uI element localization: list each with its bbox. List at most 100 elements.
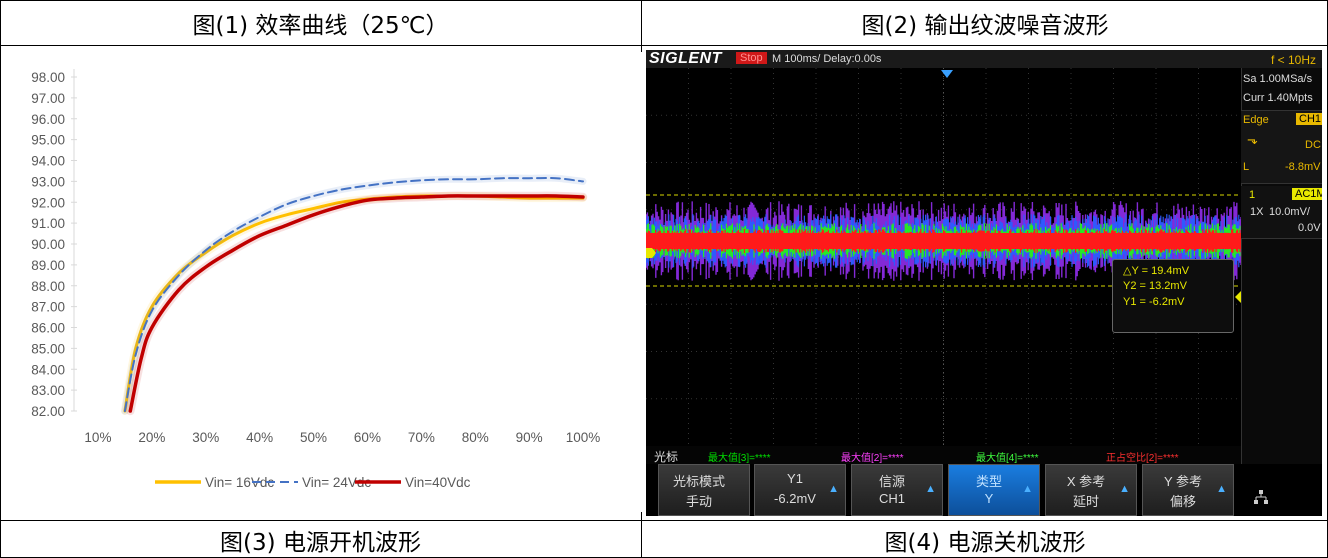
y-tick-label: 98.00 [31, 70, 65, 85]
efficiency-chart: 82.00 83.00 84.00 85.00 86.00 87.00 88.00 89.00… [10, 52, 645, 512]
legend-label: Vin= 24Vdc [302, 475, 371, 490]
y2-readout: Y2 = 13.2mV [1123, 280, 1187, 292]
brand-logo: SIGLENT [649, 50, 722, 67]
y-tick-label: 95.00 [31, 133, 65, 148]
softkey-source[interactable]: 信源 CH1 ▲ [851, 464, 943, 516]
oscilloscope-screen: SIGLENT Stop M 100ms/ Delay:0.00s f < 10… [646, 50, 1322, 516]
softkey-y1-arrow-icon: ▲ [828, 483, 839, 495]
trigger-position-marker[interactable] [941, 70, 953, 78]
series-line-shadow [121, 174, 587, 415]
channel-scale: 10.0mV/ [1269, 206, 1310, 218]
series-line-shadow [126, 191, 588, 416]
x-tick-label: 30% [192, 430, 219, 445]
x-tick-label: 90% [516, 430, 543, 445]
y-tick-label: 91.00 [31, 216, 65, 231]
softkey-y-reference-arrow-icon: ▲ [1216, 483, 1227, 495]
run-state-badge[interactable]: Stop [736, 52, 767, 64]
waveform-display[interactable] [646, 68, 1241, 446]
delta-y-readout: △Y = 19.4mV [1123, 265, 1190, 277]
fig4-title: 图(4) 电源关机波形 [884, 529, 1086, 556]
y-tick-label: 90.00 [31, 237, 65, 252]
softkey-x-reference-arrow-icon: ▲ [1119, 483, 1130, 495]
series-line [123, 194, 585, 413]
softkey-y-reference-label: Y 参考 [1163, 474, 1203, 489]
y-tick-label: 88.00 [31, 279, 65, 294]
network-icon [1254, 490, 1268, 504]
channel-probe: 1X [1250, 206, 1264, 218]
channel-coupling: AC1M [1292, 188, 1322, 200]
legend-label: Vin=40Vdc [405, 475, 471, 490]
softkey-y-reference-value: 偏移 [1169, 494, 1196, 509]
measure-status-strip [646, 446, 1241, 464]
softkey-x-reference-value: 延时 [1072, 494, 1099, 509]
softkey-x-reference-label: X 参考 [1066, 474, 1106, 489]
status-item-1: 最大值[3]=**** [708, 453, 771, 464]
status-label: 光标 [654, 450, 679, 464]
legend-label: Vin= 16Vdc [205, 475, 274, 490]
cursor-measure-box: △Y = 19.4mV Y2 = 13.2mV Y1 = -6.2mV [1112, 259, 1234, 333]
x-tick-label: 20% [138, 430, 165, 445]
x-tick-label: 40% [246, 430, 273, 445]
softkey-cursor-mode[interactable]: 光标模式 手动 [658, 464, 750, 516]
y-tick-label: 83.00 [31, 383, 65, 398]
sample-rate: Sa 1.00MSa/s [1243, 73, 1313, 85]
softkey-source-label: 信源 [878, 474, 905, 489]
series-line-shadow [120, 191, 587, 415]
trigger-freq: f < 10Hz [1270, 53, 1316, 67]
y-tick-label: 87.00 [31, 300, 65, 315]
softkey-type-arrow-icon: ▲ [1022, 483, 1033, 495]
x-tick-label: 60% [354, 430, 381, 445]
channel-number: 1 [1249, 189, 1256, 201]
fig1-title: 图(1) 效率曲线（25℃） [192, 12, 449, 39]
y-tick-label: 85.00 [31, 341, 65, 356]
trigger-type: Edge [1243, 114, 1269, 126]
x-tick-label: 100% [566, 430, 601, 445]
softkey-type-value: Y [984, 491, 994, 506]
softkey-y1[interactable]: Y1 -6.2mV ▲ [754, 464, 846, 516]
softkey-source-value: CH1 [878, 491, 905, 506]
timebase-readout[interactable]: M 100ms/ Delay:0.00s [772, 53, 882, 65]
softkey-source-arrow-icon: ▲ [925, 483, 936, 495]
softkey-y1-label: Y1 [787, 471, 803, 486]
y-tick-label: 93.00 [31, 174, 65, 189]
fig2-title: 图(2) 输出纹波噪音波形 [861, 12, 1109, 39]
softkey-y-reference[interactable]: Y 参考 偏移 ▲ [1142, 464, 1234, 516]
y-tick-label: 89.00 [31, 258, 65, 273]
trigger-coupling: DC [1305, 139, 1321, 151]
channel-offset: 0.0V [1298, 222, 1321, 234]
falling-edge-icon: ⬎ [1247, 132, 1258, 147]
y-tick-label: 84.00 [31, 362, 65, 377]
status-item-4: 正占空比[2]=**** [1106, 453, 1179, 464]
y-tick-label: 94.00 [31, 154, 65, 169]
efficiency-chart-svg: 82.00 83.00 84.00 85.00 86.00 87.00 88.00 89.00… [31, 69, 601, 490]
network-icon-svg [1254, 490, 1268, 504]
noise-core [646, 233, 1241, 249]
softkey-type[interactable]: 类型 Y ▲ [948, 464, 1040, 516]
softkey-cursor-mode-label: 光标模式 [672, 474, 725, 489]
y-tick-label: 97.00 [31, 91, 65, 106]
fig3-title: 图(3) 电源开机波形 [220, 529, 421, 556]
y-tick-label: 92.00 [31, 195, 65, 210]
trigger-level-label: L [1243, 161, 1250, 173]
y-tick-label: 82.00 [31, 404, 65, 419]
curr-points: Curr 1.40Mpts [1243, 92, 1313, 104]
trigger-source: CH1 [1296, 113, 1322, 125]
softkey-y1-value: -6.2mV [774, 491, 816, 506]
softkey-cursor-mode-value: 手动 [685, 494, 712, 509]
cursor-level-marker[interactable] [1235, 291, 1241, 303]
x-tick-label: 10% [84, 430, 111, 445]
status-item-3: 最大值[4]=**** [976, 453, 1039, 464]
status-item-2: 最大值[2]=**** [841, 453, 904, 464]
series-line [123, 176, 584, 412]
softkey-type-label: 类型 [975, 474, 1002, 489]
y1-readout: Y1 = -6.2mV [1123, 296, 1185, 308]
trigger-level: -8.8mV [1285, 161, 1321, 173]
osc-top-bar [646, 50, 1322, 68]
x-tick-label: 80% [462, 430, 489, 445]
softkey-x-reference[interactable]: X 参考 延时 ▲ [1045, 464, 1137, 516]
y-tick-label: 86.00 [31, 321, 65, 336]
x-tick-label: 70% [408, 430, 435, 445]
series-line [128, 194, 585, 413]
x-tick-label: 50% [300, 430, 327, 445]
channel1-marker[interactable] [646, 248, 656, 258]
